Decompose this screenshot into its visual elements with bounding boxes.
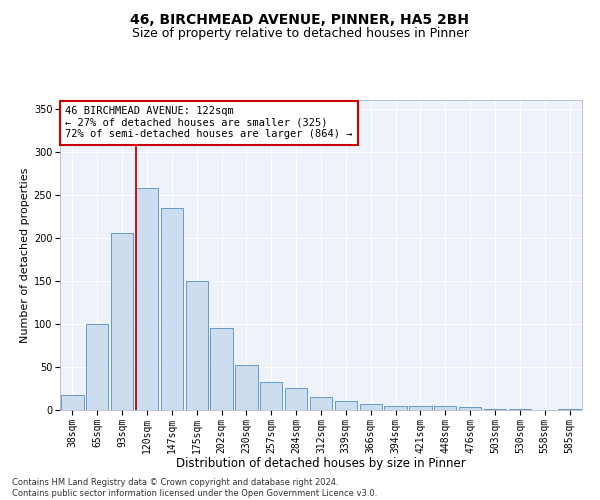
Text: 46 BIRCHMEAD AVENUE: 122sqm
← 27% of detached houses are smaller (325)
72% of se: 46 BIRCHMEAD AVENUE: 122sqm ← 27% of det… [65,106,353,140]
Bar [359,404,382,410]
Bar [484,409,506,410]
X-axis label: Distribution of detached houses by size in Pinner: Distribution of detached houses by size … [176,457,466,470]
Text: 46, BIRCHMEAD AVENUE, PINNER, HA5 2BH: 46, BIRCHMEAD AVENUE, PINNER, HA5 2BH [131,12,470,26]
Bar [385,406,407,410]
Bar [310,397,332,410]
Bar [111,234,133,410]
Bar [185,281,208,410]
Text: Size of property relative to detached houses in Pinner: Size of property relative to detached ho… [131,28,469,40]
Bar [211,328,233,410]
Bar [235,365,257,410]
Bar [459,406,481,410]
Y-axis label: Number of detached properties: Number of detached properties [20,168,29,342]
Bar [161,208,183,410]
Bar [409,406,431,410]
Bar [559,409,581,410]
Text: Contains HM Land Registry data © Crown copyright and database right 2024.
Contai: Contains HM Land Registry data © Crown c… [12,478,377,498]
Bar [285,388,307,410]
Bar [335,402,357,410]
Bar [434,406,457,410]
Bar [86,324,109,410]
Bar [260,382,283,410]
Bar [509,409,531,410]
Bar [136,188,158,410]
Bar [61,394,83,410]
